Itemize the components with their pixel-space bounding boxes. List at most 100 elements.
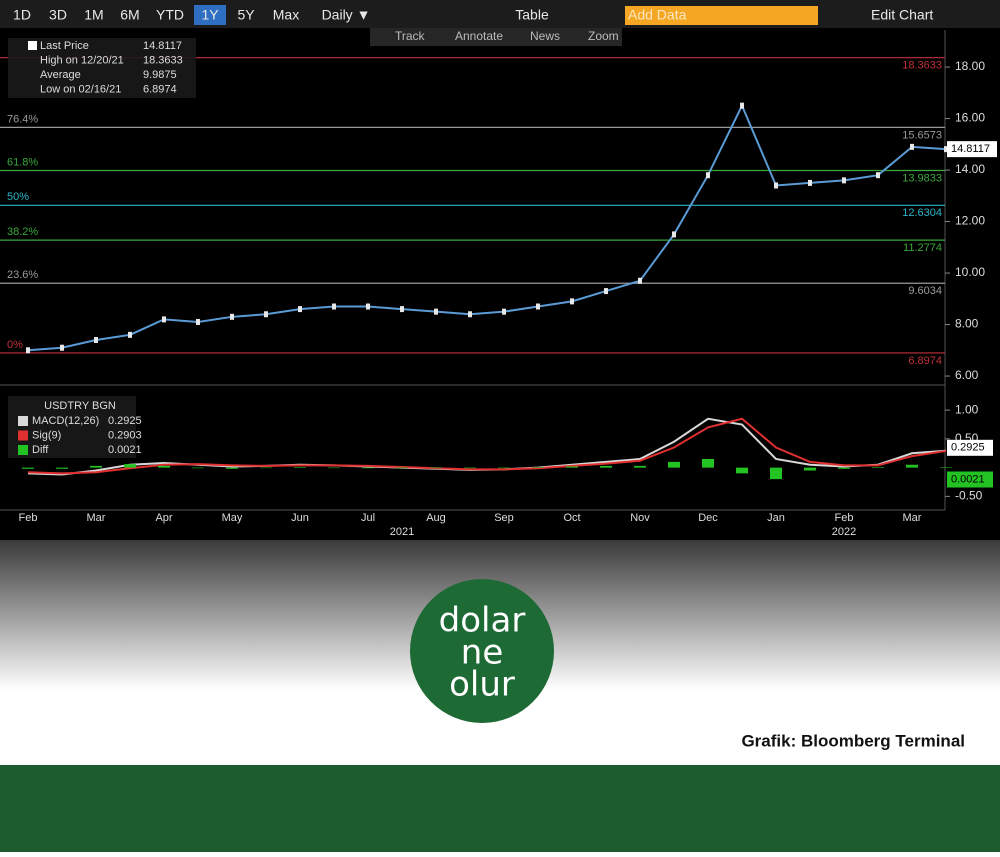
diff-bar [124, 464, 136, 468]
fib-value: 6.8974 [908, 355, 942, 367]
price-candle [264, 311, 268, 318]
range-button[interactable]: 6M [120, 7, 139, 23]
fib-value: 9.6034 [908, 285, 942, 297]
price-candle [536, 303, 540, 310]
legend-label: MACD(12,26) [32, 415, 99, 427]
diff-bar [872, 467, 884, 468]
legend-swatch [18, 430, 28, 441]
range-button[interactable]: Daily ▼ [322, 7, 371, 23]
y-tick-label: 12.00 [955, 214, 985, 228]
diff-bar [260, 467, 272, 469]
diff-bar [328, 467, 340, 469]
diff-bar [430, 467, 442, 469]
add-data-input[interactable]: Add Data [628, 7, 687, 23]
diff-bar [22, 467, 34, 469]
range-button[interactable]: 1Y [201, 7, 219, 23]
range-button[interactable]: Max [273, 7, 299, 23]
x-tick-label: Nov [630, 512, 650, 524]
price-line [27, 103, 947, 352]
price-candle [468, 311, 472, 318]
x-tick-label: Aug [426, 512, 446, 524]
tool-button[interactable]: Annotate [455, 29, 503, 43]
caption: Grafik: Bloomberg Terminal [741, 731, 965, 750]
y-tick-label: -0.50 [955, 489, 983, 503]
x-tick-label: Dec [698, 512, 718, 524]
fib-value: 12.6304 [902, 207, 942, 219]
price-candle [570, 298, 574, 305]
y-tick-label: 16.00 [955, 111, 985, 125]
macd-title: USDTRY BGN [44, 400, 116, 412]
price-candle [876, 172, 880, 179]
price-candle [298, 306, 302, 313]
active-button [194, 5, 226, 25]
table-button[interactable]: Table [515, 7, 549, 23]
price-candle [196, 318, 200, 325]
tool-button[interactable]: Zoom [588, 29, 619, 43]
fib-label: 23.6% [7, 269, 38, 281]
x-tick-label: Jan [767, 512, 785, 524]
range-button[interactable]: 1D [13, 7, 31, 23]
legend-value: 9.9875 [143, 69, 177, 81]
range-button[interactable]: 3D [49, 7, 67, 23]
price-candle [944, 146, 948, 153]
x-tick-label: Jul [361, 512, 375, 524]
add-data-box [625, 6, 818, 25]
price-candle [910, 143, 914, 150]
range-button[interactable]: 1M [84, 7, 103, 23]
diff-bar [634, 465, 646, 468]
legend-bg [8, 38, 196, 98]
toolbar-bg [0, 0, 1000, 28]
x-tick-label: Mar [903, 512, 922, 524]
diff-bar [56, 467, 68, 469]
range-button[interactable]: YTD [156, 7, 184, 23]
diff-bar [158, 465, 170, 468]
diff-bar [566, 466, 578, 468]
x-tick-label: Feb [835, 512, 854, 524]
logo-word: olur [449, 665, 515, 705]
diff-bar [396, 467, 408, 469]
price-candle [26, 347, 30, 354]
legend-label: Last Price [40, 40, 89, 52]
logo-word: ne [461, 633, 503, 673]
macd-value-label: 0.2925 [951, 442, 985, 454]
diff-bar [702, 459, 714, 468]
tool-button[interactable]: News [530, 29, 560, 43]
y-tick-label: 1.00 [955, 402, 979, 416]
logo-circle [410, 579, 554, 723]
diff-bar [770, 467, 782, 480]
price-candle [604, 288, 608, 295]
diff-bar [90, 465, 102, 468]
legend-value: 18.3633 [143, 54, 183, 66]
diff-bar [804, 467, 816, 471]
range-button[interactable]: 5Y [237, 7, 255, 23]
footer-band [0, 765, 1000, 852]
legend-value: 6.8974 [143, 83, 177, 95]
x-tick-label: Oct [563, 512, 580, 524]
last-price-label: 14.8117 [951, 143, 990, 155]
tool-button[interactable]: Track [395, 29, 426, 43]
x-tick-label: Jun [291, 512, 309, 524]
legend-label: High on 12/20/21 [40, 54, 124, 66]
diff-bar [362, 467, 374, 469]
edit-chart-button[interactable]: Edit Chart [871, 7, 933, 23]
diff-bar [532, 467, 544, 468]
price-candle [128, 331, 132, 338]
fib-value: 13.9833 [902, 172, 942, 184]
price-candle [332, 303, 336, 310]
x-tick-label: Sep [494, 512, 514, 524]
diff-bar [464, 467, 476, 469]
diff-bar [192, 467, 204, 469]
diff-bar [294, 467, 306, 468]
y-tick-label: 6.00 [955, 368, 979, 382]
price-candle [366, 303, 370, 310]
diff-bar [736, 467, 748, 474]
macd-value-label: 0.0021 [951, 473, 985, 485]
price-candle [808, 179, 812, 186]
macd-line [27, 417, 947, 475]
price-candle [162, 316, 166, 323]
x-tick-label: Mar [87, 512, 106, 524]
legend-value: 0.2925 [108, 415, 142, 427]
price-candle [842, 177, 846, 184]
price-candle [434, 308, 438, 315]
